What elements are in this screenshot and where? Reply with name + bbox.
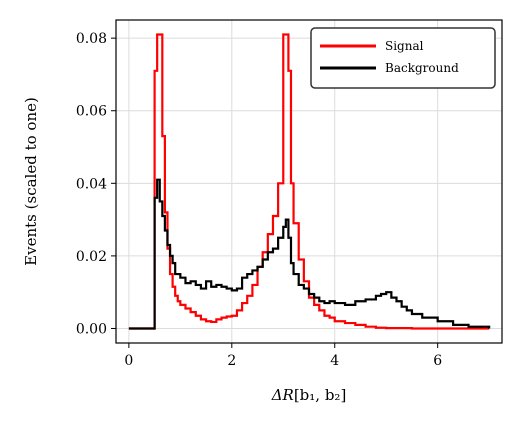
y-tick-label: 0.04 [76,176,107,192]
x-axis-label-main: ΔR [271,386,294,404]
x-tick-label: 0 [124,353,133,369]
series-line-signal [128,33,490,330]
y-tick-label: 0.02 [76,249,107,265]
y-axis-label: Events (scaled to one) [22,97,40,266]
y-tick-label: 0.08 [76,31,107,47]
legend-label-background: Background [385,61,459,75]
y-tick-label: 0.00 [76,321,107,337]
legend-label-signal: Signal [385,39,424,53]
legend-box [310,27,496,89]
x-tick-label: 2 [227,353,236,369]
legend: Signal Background [310,27,496,89]
plot-frame [115,19,503,344]
series-layer [128,33,491,330]
series-line-background [128,178,491,330]
x-tick-label: 6 [433,353,442,369]
ticks: 0 2 4 6 0.00 0.02 0.04 0.06 0.08 [76,31,442,369]
x-axis-label: ΔR[b₁, b₂] [271,386,347,404]
x-tick-label: 4 [330,353,339,369]
y-tick-label: 0.06 [76,104,107,120]
x-axis-label-args: [b₁, b₂] [294,386,346,404]
